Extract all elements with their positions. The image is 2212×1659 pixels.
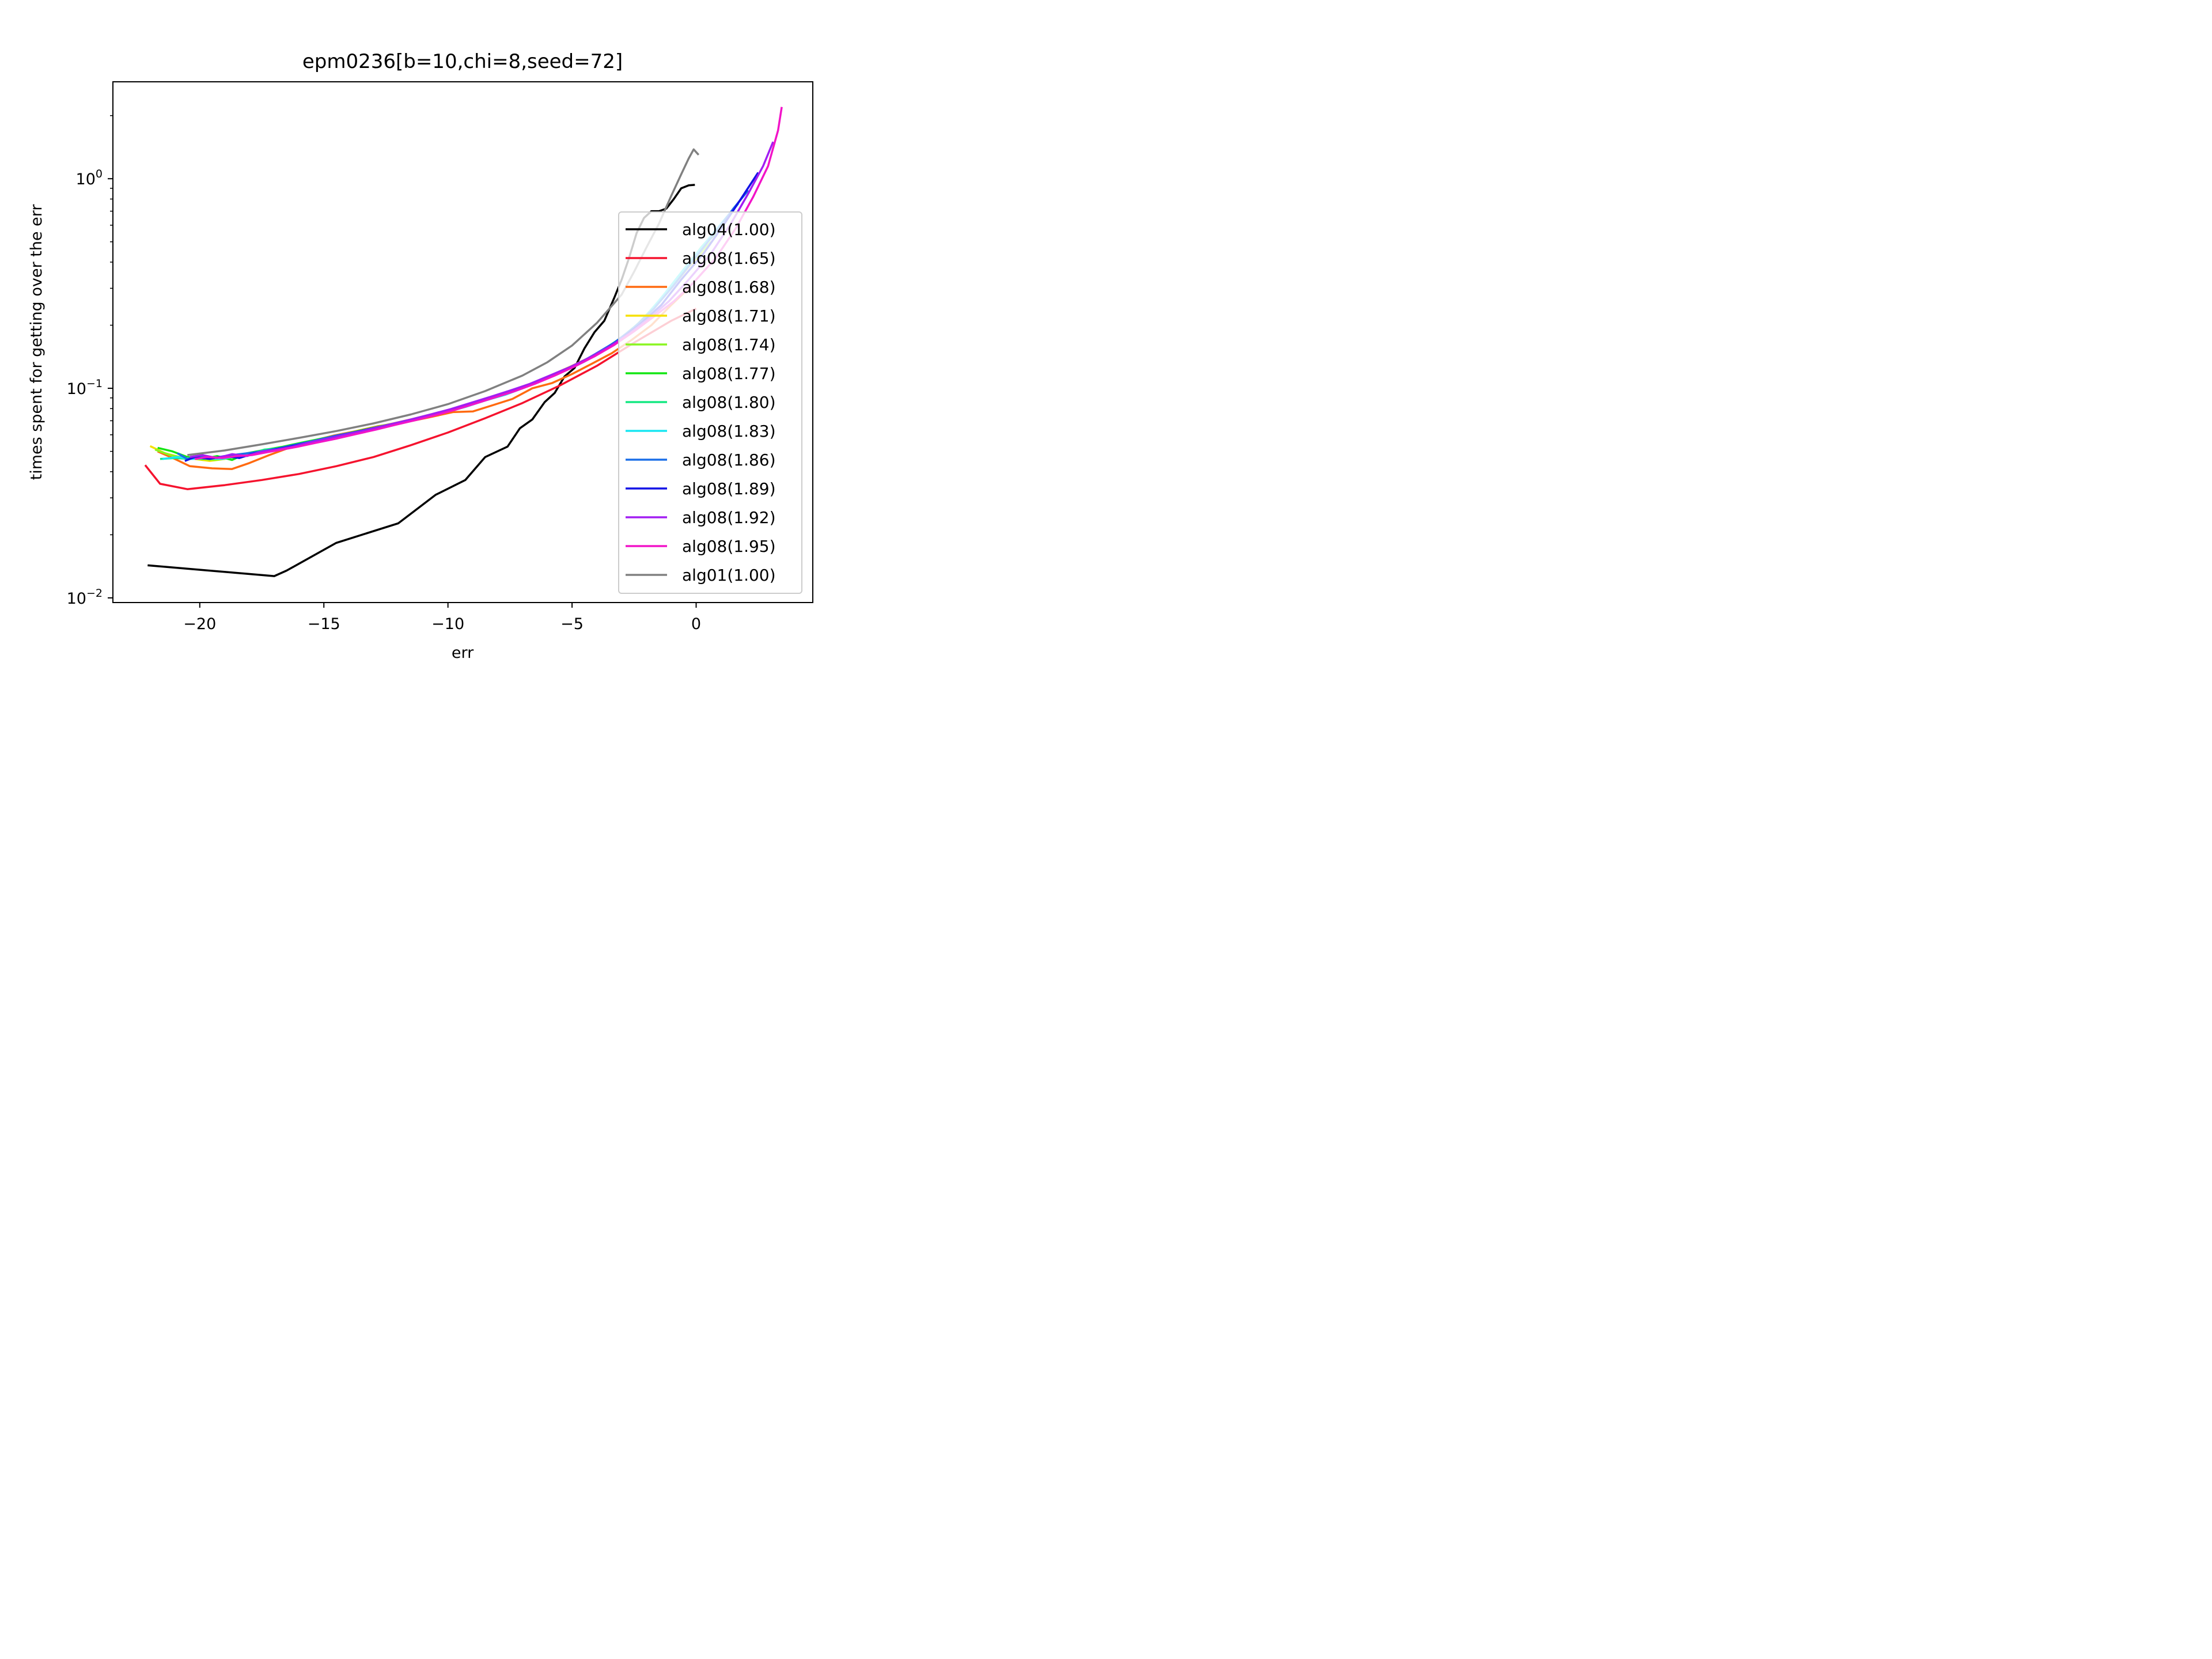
- legend-label: alg08(1.80): [682, 393, 776, 412]
- legend: alg04(1.00) alg08(1.65) alg08(1.68) alg08(1…: [618, 211, 802, 594]
- x-axis-label: err: [452, 644, 474, 662]
- legend-label: alg01(1.00): [682, 566, 776, 585]
- plot-frame: [112, 81, 813, 603]
- legend-label: alg08(1.95): [682, 537, 776, 556]
- chart-title: epm0236[b=10,chi=8,seed=72]: [302, 50, 623, 73]
- legend-label: alg08(1.68): [682, 278, 776, 297]
- x-tick-label: −15: [308, 615, 340, 633]
- y-axis: 10−2 10−1 100: [67, 115, 113, 608]
- series-line-12: [187, 148, 700, 456]
- chart-svg: epm0236[b=10,chi=8,seed=72] −20 −15 −10 −5 0…: [0, 0, 894, 671]
- x-tick-label: 0: [691, 615, 701, 633]
- series-line-1: [144, 308, 697, 490]
- x-tick-label: −20: [183, 615, 216, 633]
- legend-label: alg08(1.89): [682, 479, 776, 498]
- chart-figure: epm0236[b=10,chi=8,seed=72] −20 −15 −10 −5 0…: [0, 0, 894, 671]
- series-line-0: [147, 184, 695, 577]
- y-tick-label: 10−1: [67, 377, 103, 398]
- legend-box: [618, 211, 802, 594]
- y-tick-label: 10−2: [67, 587, 103, 608]
- x-axis: −20 −15 −10 −5 0: [183, 603, 701, 633]
- y-tick-label: 100: [76, 168, 103, 188]
- legend-label: alg08(1.77): [682, 364, 776, 383]
- legend-label: alg08(1.86): [682, 450, 776, 469]
- legend-label: alg08(1.71): [682, 306, 776, 325]
- legend-label: alg08(1.65): [682, 249, 776, 268]
- x-tick-label: −10: [431, 615, 464, 633]
- legend-label: alg08(1.74): [682, 335, 776, 354]
- legend-label: alg04(1.00): [682, 220, 776, 239]
- legend-label: alg08(1.92): [682, 508, 776, 527]
- legend-label: alg08(1.83): [682, 422, 776, 441]
- y-axis-label: times spent for getting over the err: [28, 204, 46, 480]
- x-tick-label: −5: [560, 615, 584, 633]
